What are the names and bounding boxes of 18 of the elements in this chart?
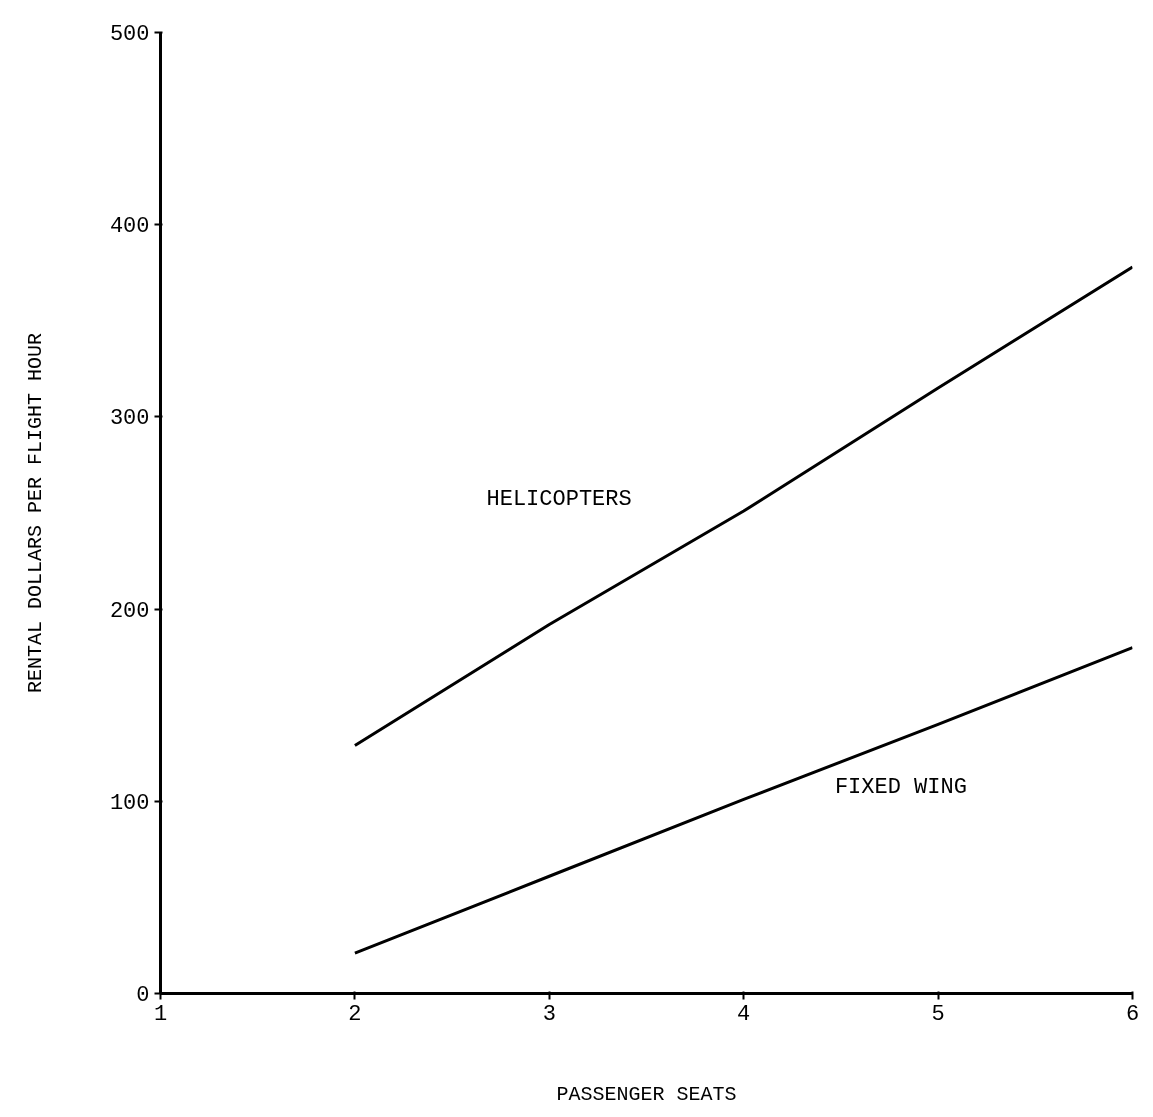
line-series <box>353 646 1133 955</box>
x-axis-title: PASSENGER SEATS <box>556 1082 737 1106</box>
x-tick-label: 2 <box>348 1001 362 1027</box>
x-tick-label: 6 <box>1125 1001 1140 1027</box>
y-axis-title: RENTAL DOLLARS PER FLIGHT HOUR <box>23 332 47 694</box>
y-tick-label: 0 <box>136 983 150 1008</box>
x-tick-label: 3 <box>542 1001 556 1027</box>
y-tick-label: 400 <box>109 214 150 240</box>
x-tick-label: 4 <box>737 1001 751 1027</box>
series-label: FIXED WING <box>834 775 967 801</box>
y-tick-label: 500 <box>109 22 150 47</box>
y-tick-label: 200 <box>109 598 150 624</box>
x-tick-label: 5 <box>931 1001 945 1027</box>
y-tick-label: 100 <box>109 790 150 816</box>
text: HELICOPTERS <box>486 486 632 512</box>
y-tick-label: 300 <box>109 406 150 432</box>
line-series <box>353 265 1133 748</box>
x-tick-label: 1 <box>153 1001 168 1027</box>
